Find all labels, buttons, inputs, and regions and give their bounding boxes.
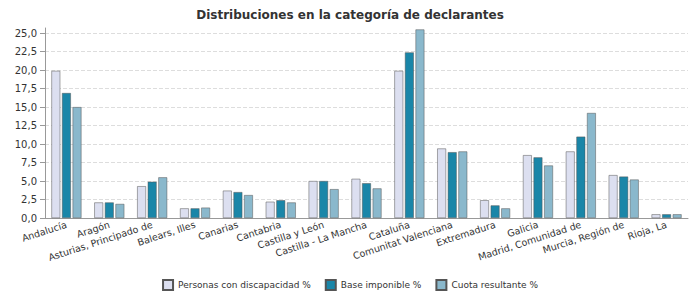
svg-text:Castilla - La Mancha: Castilla - La Mancha xyxy=(274,218,369,259)
svg-text:Personas con discapacidad %: Personas con discapacidad % xyxy=(178,280,311,290)
svg-text:Asturias, Principado de: Asturias, Principado de xyxy=(46,218,154,263)
svg-text:20,0: 20,0 xyxy=(15,65,37,76)
svg-text:Base imponible %: Base imponible % xyxy=(341,280,422,290)
svg-text:Castilla y León: Castilla y León xyxy=(256,218,326,251)
svg-text:Cantabria: Cantabria xyxy=(235,218,283,244)
svg-text:0,0: 0,0 xyxy=(21,213,37,224)
svg-text:Extremadura: Extremadura xyxy=(435,219,497,249)
svg-text:Comunitat Valenciana: Comunitat Valenciana xyxy=(351,218,454,262)
svg-text:Madrid, Comunidad de: Madrid, Comunidad de xyxy=(476,218,583,263)
svg-text:10,0: 10,0 xyxy=(15,139,37,150)
svg-text:17,5: 17,5 xyxy=(15,83,37,94)
svg-text:12,5: 12,5 xyxy=(15,120,37,131)
svg-text:Aragón: Aragón xyxy=(75,218,111,240)
svg-text:5,0: 5,0 xyxy=(21,176,37,187)
svg-text:Murcia, Región de: Murcia, Región de xyxy=(541,219,625,256)
svg-text:Distribuciones en la categoría: Distribuciones en la categoría de declar… xyxy=(196,8,504,22)
svg-text:Andalucía: Andalucía xyxy=(20,219,68,244)
svg-text:7,5: 7,5 xyxy=(21,157,37,168)
svg-text:Galicia: Galicia xyxy=(505,218,540,240)
svg-text:Rioja, La: Rioja, La xyxy=(626,219,668,242)
svg-text:Canarias: Canarias xyxy=(197,219,240,242)
svg-text:Balears, Illes: Balears, Illes xyxy=(136,219,197,248)
svg-text:2,5: 2,5 xyxy=(21,194,37,205)
svg-text:Cataluña: Cataluña xyxy=(367,218,412,243)
svg-text:15,0: 15,0 xyxy=(15,102,37,113)
svg-text:22,5: 22,5 xyxy=(15,46,37,57)
svg-text:25,0: 25,0 xyxy=(15,28,37,39)
svg-text:Cuota resultante %: Cuota resultante % xyxy=(451,280,538,290)
